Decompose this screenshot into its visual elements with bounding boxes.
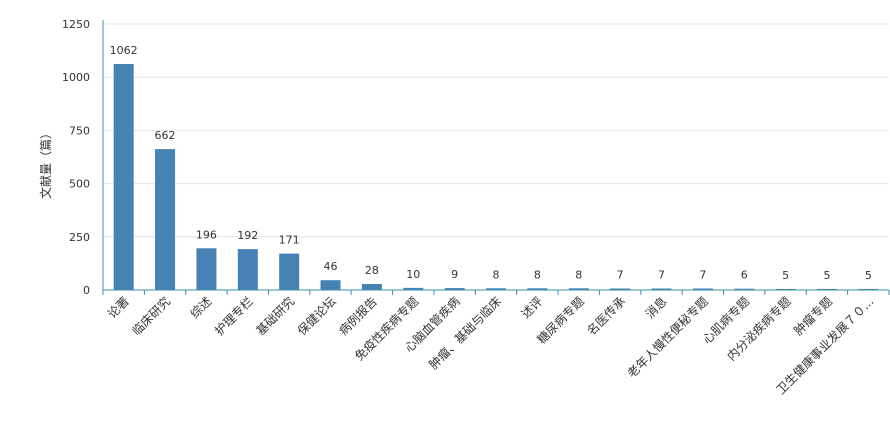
y-tick-label: 1250	[62, 18, 90, 31]
grid-lines	[103, 23, 889, 238]
x-tick-label: 综述	[188, 294, 215, 321]
bar[interactable]	[651, 288, 672, 290]
data-label: 7	[658, 269, 665, 282]
bar[interactable]	[816, 288, 837, 290]
bar[interactable]	[610, 288, 631, 290]
x-tick-label: 述评	[519, 294, 546, 321]
bar[interactable]	[361, 284, 382, 290]
bar[interactable]	[858, 288, 879, 290]
data-label: 192	[237, 229, 258, 242]
data-label: 9	[451, 268, 458, 281]
bar[interactable]	[196, 248, 217, 290]
x-tick-label: 肿瘤、基础与临床	[426, 294, 504, 372]
data-label: 5	[865, 269, 872, 282]
y-tick-label: 750	[69, 124, 90, 137]
data-label: 7	[699, 269, 706, 282]
x-tick-label: 临床研究	[129, 294, 174, 339]
y-axis-label: 文献量（篇）	[38, 127, 53, 199]
bar[interactable]	[113, 64, 134, 290]
data-label: 5	[782, 269, 789, 282]
x-tick-label: 保健论坛	[295, 294, 339, 338]
data-label: 8	[534, 268, 541, 281]
x-tick-label: 老年人慢性便秘专题	[624, 294, 711, 381]
x-tick-label: 名医传承	[584, 294, 629, 339]
data-label: 7	[617, 269, 624, 282]
data-label: 8	[575, 268, 582, 281]
x-tick-label: 基础研究	[253, 294, 298, 339]
bar[interactable]	[155, 149, 176, 290]
data-label: 10	[406, 268, 420, 281]
bar[interactable]	[775, 288, 796, 290]
bar[interactable]	[403, 287, 424, 290]
data-label: 1062	[110, 44, 138, 57]
bar[interactable]	[444, 288, 465, 290]
bar[interactable]	[486, 288, 506, 290]
bar[interactable]	[568, 288, 589, 290]
bars	[113, 64, 879, 290]
y-tick-label: 500	[69, 178, 90, 191]
x-tick-label: 论著	[105, 294, 132, 321]
bar[interactable]	[237, 249, 258, 290]
y-tick-label: 0	[83, 284, 90, 297]
data-label: 46	[324, 260, 338, 273]
data-label: 5	[823, 269, 830, 282]
bar[interactable]	[279, 253, 300, 290]
x-tick-label: 消息	[642, 294, 670, 322]
bar[interactable]	[320, 280, 341, 290]
data-label: 28	[365, 264, 379, 277]
data-label: 171	[279, 234, 300, 247]
bar[interactable]	[692, 288, 713, 290]
data-label: 196	[196, 228, 217, 241]
data-label: 8	[493, 268, 500, 281]
y-tick-label: 250	[69, 231, 90, 244]
y-tick-label: 1000	[62, 71, 90, 84]
data-label: 662	[155, 129, 176, 142]
x-tick-label: 护理专栏	[211, 294, 256, 339]
data-label: 6	[741, 269, 748, 282]
bar[interactable]	[734, 288, 755, 290]
data-labels: 1062 662 196 192 171 46 28 10 9 8 8 8 7 7 7 6 5 5 5	[110, 44, 872, 282]
bar[interactable]	[527, 288, 548, 290]
